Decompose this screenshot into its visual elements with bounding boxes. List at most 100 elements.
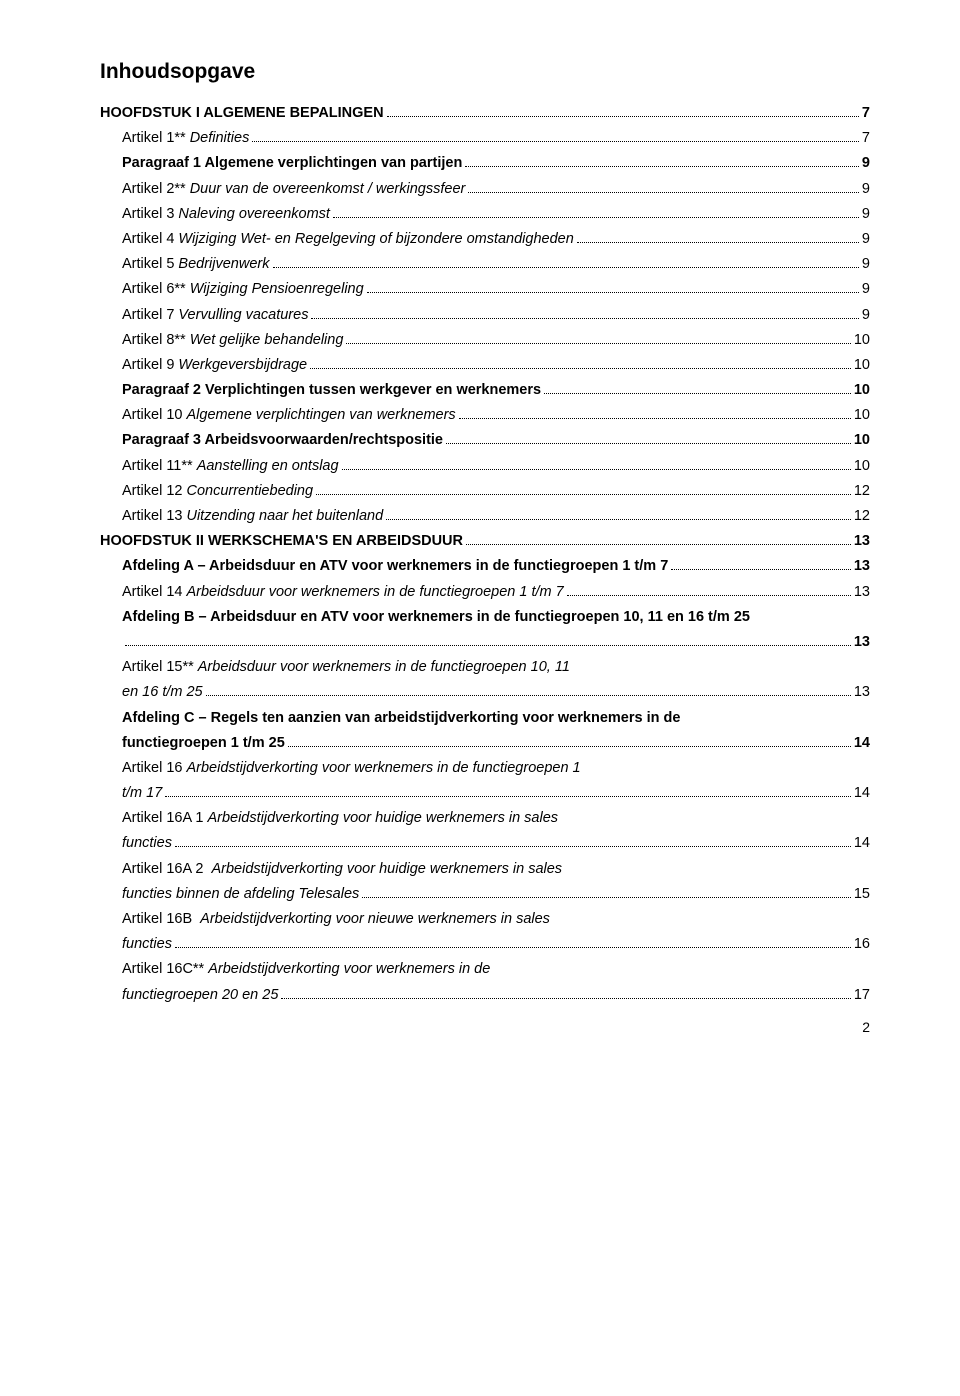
toc-text: Artikel 7 Vervulling vacatures — [122, 304, 308, 327]
toc-dots — [367, 292, 859, 293]
toc-page: 14 — [854, 732, 870, 755]
toc-entry: functies binnen de afdeling Telesales15 — [122, 883, 870, 906]
toc-plain: Artikel 16 — [122, 760, 186, 776]
toc-italic: t/m 17 — [122, 785, 162, 801]
toc-dots — [273, 267, 859, 268]
toc-italic: functies — [122, 835, 172, 851]
toc-plain: Artikel 13 — [122, 508, 186, 524]
toc-entry: Artikel 12 Concurrentiebeding12 — [122, 480, 870, 503]
toc-dots — [387, 116, 859, 117]
toc-dots — [567, 595, 851, 596]
toc-text: Artikel 14 Arbeidsduur voor werknemers i… — [122, 581, 564, 604]
toc-entry: Artikel 16A 1 Arbeidstijdverkorting voor… — [122, 807, 870, 830]
toc-page: 9 — [862, 203, 870, 226]
toc-dots — [362, 897, 851, 898]
toc-entry: Artikel 11** Aanstelling en ontslag 10 — [122, 455, 870, 478]
toc-plain: Artikel 6** — [122, 281, 190, 297]
toc-italic: Definities — [190, 130, 250, 146]
toc-entry: Artikel 6** Wijziging Pensioenregeling9 — [122, 278, 870, 301]
toc-italic: Duur van de overeenkomst / werkingssfeer — [190, 181, 466, 197]
toc-container: HOOFDSTUK I ALGEMENE BEPALINGEN7Artikel … — [100, 102, 870, 1007]
toc-italic: Arbeidstijdverkorting voor werknemers in… — [208, 961, 490, 977]
toc-page: 10 — [854, 329, 870, 352]
page-title: Inhoudsopgave — [100, 60, 870, 84]
page-number: 2 — [100, 1019, 870, 1035]
toc-text: Artikel 3 Naleving overeenkomst — [122, 203, 330, 226]
toc-italic: Uitzending naar het buitenland — [186, 508, 383, 524]
toc-dots — [465, 166, 859, 167]
toc-italic: Arbeidstijdverkorting voor werknemers in… — [186, 760, 580, 776]
toc-dots — [333, 217, 859, 218]
toc-entry: Artikel 7 Vervulling vacatures9 — [122, 304, 870, 327]
toc-entry: functies14 — [122, 832, 870, 855]
toc-dots — [671, 569, 851, 570]
toc-italic: Arbeidsduur voor werknemers in de functi… — [198, 659, 570, 675]
toc-dots — [316, 494, 851, 495]
toc-dots — [175, 846, 851, 847]
toc-dots — [206, 695, 851, 696]
toc-text: functiegroepen 1 t/m 25 — [122, 732, 285, 755]
toc-text: Artikel 6** Wijziging Pensioenregeling — [122, 278, 364, 301]
toc-entry: Paragraaf 2 Verplichtingen tussen werkge… — [122, 379, 870, 402]
toc-page: 10 — [854, 455, 870, 478]
toc-text: Paragraaf 2 Verplichtingen tussen werkge… — [122, 379, 541, 402]
toc-dots — [125, 645, 851, 646]
toc-dots — [544, 393, 851, 394]
toc-entry: functiegroepen 1 t/m 25 14 — [122, 732, 870, 755]
toc-plain: Afdeling B – Arbeidsduur en ATV voor wer… — [122, 609, 750, 625]
toc-entry: HOOFDSTUK I ALGEMENE BEPALINGEN7 — [100, 102, 870, 125]
toc-entry: Paragraaf 3 Arbeidsvoorwaarden/rechtspos… — [122, 429, 870, 452]
toc-italic: Arbeidsduur voor werknemers in de functi… — [186, 584, 563, 600]
toc-plain: Afdeling A – Arbeidsduur en ATV voor wer… — [122, 558, 668, 574]
toc-text: Artikel 11** Aanstelling en ontslag — [122, 455, 339, 478]
toc-italic: Arbeidstijdverkorting voor huidige werkn… — [211, 861, 562, 877]
toc-entry: HOOFDSTUK II WERKSCHEMA'S EN ARBEIDSDUUR… — [100, 530, 870, 553]
toc-dots — [466, 544, 851, 545]
toc-entry: Artikel 4 Wijziging Wet- en Regelgeving … — [122, 228, 870, 251]
toc-text: Artikel 1** Definities — [122, 127, 249, 150]
toc-italic: functies — [122, 936, 172, 952]
toc-text: Artikel 10 Algemene verplichtingen van w… — [122, 404, 456, 427]
toc-entry: Artikel 14 Arbeidsduur voor werknemers i… — [122, 581, 870, 604]
toc-text: functies — [122, 832, 172, 855]
toc-italic: Naleving overeenkomst — [178, 206, 330, 222]
toc-italic: Werkgeversbijdrage — [178, 357, 307, 373]
toc-italic: Aanstelling en ontslag — [197, 458, 339, 474]
toc-entry: Artikel 8** Wet gelijke behandeling 10 — [122, 329, 870, 352]
toc-dots — [577, 242, 859, 243]
toc-page: 9 — [862, 178, 870, 201]
toc-entry: Artikel 9 Werkgeversbijdrage10 — [122, 354, 870, 377]
toc-italic: functiegroepen 20 en 25 — [122, 987, 278, 1003]
toc-plain: Paragraaf 3 Arbeidsvoorwaarden/rechtspos… — [122, 432, 443, 448]
toc-text: Artikel 13 Uitzending naar het buitenlan… — [122, 505, 383, 528]
toc-dots — [281, 998, 850, 999]
toc-plain: Artikel 9 — [122, 357, 178, 373]
toc-text: functies — [122, 933, 172, 956]
toc-page: 10 — [854, 404, 870, 427]
toc-text: Artikel 8** Wet gelijke behandeling — [122, 329, 343, 352]
toc-page: 10 — [854, 429, 870, 452]
toc-text: Artikel 16C** Arbeidstijdverkorting voor… — [122, 958, 490, 981]
toc-text: Afdeling B – Arbeidsduur en ATV voor wer… — [122, 606, 750, 629]
toc-page: 13 — [854, 555, 870, 578]
toc-plain: Artikel 10 — [122, 407, 186, 423]
toc-entry: Paragraaf 1 Algemene verplichtingen van … — [122, 152, 870, 175]
toc-text: Afdeling A – Arbeidsduur en ATV voor wer… — [122, 555, 668, 578]
toc-page: 7 — [862, 102, 870, 125]
toc-dots — [288, 746, 851, 747]
toc-text: Artikel 16A 1 Arbeidstijdverkorting voor… — [122, 807, 558, 830]
toc-entry: t/m 1714 — [122, 782, 870, 805]
toc-dots — [446, 443, 851, 444]
toc-text: Artikel 15** Arbeidsduur voor werknemers… — [122, 656, 570, 679]
toc-entry: Artikel 16C** Arbeidstijdverkorting voor… — [122, 958, 870, 981]
toc-dots — [175, 947, 851, 948]
toc-italic: Bedrijvenwerk — [178, 256, 269, 272]
toc-dots — [252, 141, 859, 142]
toc-page: 9 — [862, 253, 870, 276]
toc-entry: 13 — [122, 631, 870, 654]
toc-page: 9 — [862, 228, 870, 251]
toc-italic: Arbeidstijdverkorting voor nieuwe werkne… — [200, 911, 550, 927]
toc-italic: Wijziging Pensioenregeling — [190, 281, 364, 297]
toc-page: 12 — [854, 480, 870, 503]
toc-text: functies binnen de afdeling Telesales — [122, 883, 359, 906]
